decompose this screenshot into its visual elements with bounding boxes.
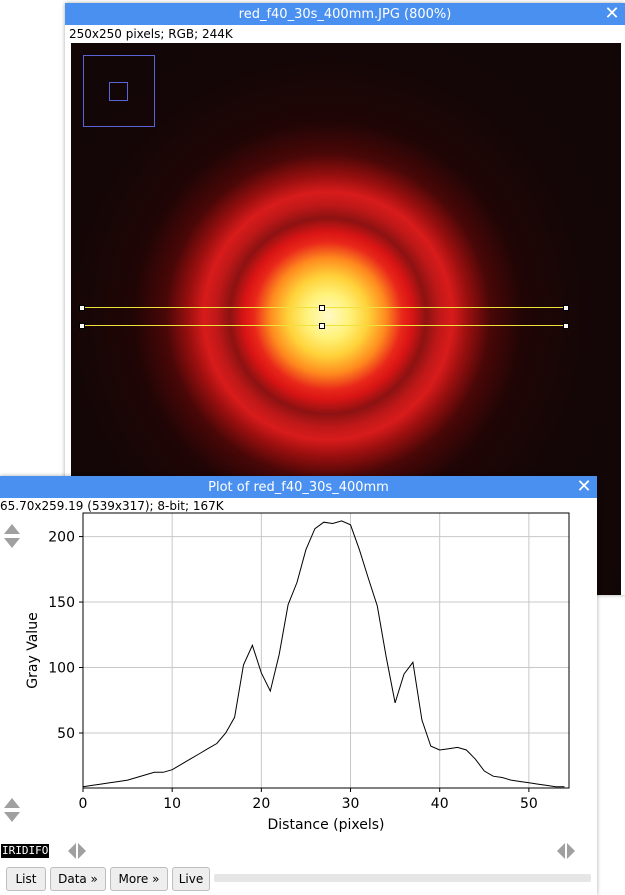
image-window-title: red_f40_30s_400mm.JPG (800%) <box>238 6 452 22</box>
roi-handle[interactable] <box>563 323 569 329</box>
x-tick-label: 30 <box>342 796 360 812</box>
y-tick-label: 100 <box>48 661 75 677</box>
image-window-titlebar[interactable]: red_f40_30s_400mm.JPG (800%) ✕ <box>65 3 625 25</box>
x-range-arrows-left[interactable] <box>68 843 86 859</box>
close-icon[interactable]: ✕ <box>604 3 620 24</box>
y-range-spinner[interactable] <box>4 524 20 552</box>
arrow-left-icon[interactable] <box>557 843 565 859</box>
navigator-viewport[interactable] <box>109 82 128 101</box>
plot-button-bar: List Data » More » Live <box>0 866 597 892</box>
plot-window[interactable]: Plot of red_f40_30s_400mm ✕ 65.70x259.19… <box>0 476 597 895</box>
arrow-down-icon[interactable] <box>4 538 20 548</box>
plot-frame <box>82 512 570 789</box>
x-tick-label: 50 <box>520 796 538 812</box>
x-tick-label: 40 <box>431 796 449 812</box>
x-axis-label: Distance (pixels) <box>267 817 384 833</box>
y-tick-label: 150 <box>48 595 75 611</box>
arrow-down-icon[interactable] <box>4 812 20 822</box>
profile-plot: 0 10 20 30 40 50 50 100 150 200 Distance (pixels)… <box>25 512 570 833</box>
zoom-navigator[interactable] <box>83 55 155 127</box>
live-progress-track <box>214 874 591 882</box>
list-button[interactable]: List <box>6 867 46 891</box>
gray-profile-line <box>82 520 565 788</box>
arrow-left-icon[interactable] <box>68 843 76 859</box>
arrow-right-icon[interactable] <box>78 843 86 859</box>
more-button[interactable]: More » <box>110 867 168 891</box>
arrow-up-icon[interactable] <box>4 798 20 808</box>
roi-handle[interactable] <box>79 305 85 311</box>
image-info: 250x250 pixels; RGB; 244K <box>69 27 233 41</box>
roi-handle[interactable] <box>79 323 85 329</box>
data-button[interactable]: Data » <box>50 867 106 891</box>
plot-info: 65.70x259.19 (539x317); 8-bit; 167K <box>0 499 224 513</box>
y-tick-label: 50 <box>57 726 75 742</box>
roi-handle[interactable] <box>563 305 569 311</box>
x-tick-label: 20 <box>252 796 270 812</box>
plot-window-title: Plot of red_f40_30s_400mm <box>208 479 389 495</box>
plot-ticks: 0 10 20 30 40 50 50 100 150 200 <box>48 530 538 812</box>
live-button[interactable]: Live <box>172 867 210 891</box>
roi-handle[interactable] <box>319 305 325 311</box>
app-logo: IRIDIFO <box>1 844 50 858</box>
plot-grid <box>83 513 569 788</box>
close-icon[interactable]: ✕ <box>576 476 592 497</box>
roi-handle[interactable] <box>319 323 325 329</box>
arrow-right-icon[interactable] <box>567 843 575 859</box>
y-axis-label: Gray Value <box>25 612 41 688</box>
plot-window-titlebar[interactable]: Plot of red_f40_30s_400mm ✕ <box>0 476 597 498</box>
x-range-arrows-right[interactable] <box>557 843 575 859</box>
y-tick-label: 200 <box>48 530 75 546</box>
arrow-up-icon[interactable] <box>4 524 20 534</box>
x-tick-label: 0 <box>79 796 88 812</box>
x-tick-label: 10 <box>163 796 181 812</box>
y-range-spinner-bottom[interactable] <box>4 798 20 826</box>
